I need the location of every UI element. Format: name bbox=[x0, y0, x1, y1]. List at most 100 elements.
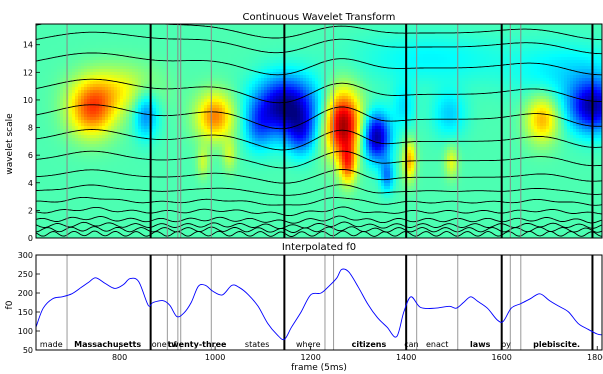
heatmap-cell bbox=[186, 204, 190, 208]
heatmap-cell bbox=[111, 216, 115, 220]
heatmap-cell bbox=[93, 90, 97, 94]
heatmap-cell bbox=[171, 201, 175, 205]
heatmap-cell bbox=[168, 39, 172, 43]
heatmap-cell bbox=[120, 36, 124, 40]
heatmap-cell bbox=[69, 42, 73, 46]
heatmap-cell bbox=[141, 51, 145, 55]
heatmap-cell bbox=[99, 135, 103, 139]
heatmap-cell bbox=[78, 159, 82, 163]
heatmap-cell bbox=[156, 111, 160, 115]
heatmap-cell bbox=[66, 201, 70, 205]
heatmap-cell bbox=[225, 216, 229, 220]
heatmap-cell bbox=[93, 108, 97, 112]
heatmap-cell bbox=[153, 90, 157, 94]
heatmap-cell bbox=[228, 54, 232, 58]
heatmap-cell bbox=[225, 153, 229, 157]
heatmap-cell bbox=[222, 165, 226, 169]
heatmap-cell bbox=[144, 207, 148, 211]
heatmap-cell bbox=[84, 135, 88, 139]
heatmap-cell bbox=[132, 150, 136, 154]
heatmap-cell bbox=[228, 159, 232, 163]
heatmap-cell bbox=[81, 219, 85, 223]
heatmap-cell bbox=[126, 42, 130, 46]
heatmap-cell bbox=[159, 123, 163, 127]
heatmap-cell bbox=[237, 120, 241, 124]
heatmap-cell bbox=[60, 66, 64, 70]
heatmap-cell bbox=[213, 141, 217, 145]
heatmap-cell bbox=[231, 120, 235, 124]
heatmap-cell bbox=[171, 138, 175, 142]
heatmap-cell bbox=[90, 150, 94, 154]
heatmap-cell bbox=[189, 78, 193, 82]
heatmap-cell bbox=[48, 225, 52, 229]
heatmap-cell bbox=[213, 27, 217, 31]
heatmap-cell bbox=[243, 42, 247, 46]
heatmap-cell bbox=[147, 177, 151, 181]
heatmap-cell bbox=[84, 54, 88, 58]
heatmap-cell bbox=[156, 213, 160, 217]
heatmap-cell bbox=[78, 24, 82, 28]
heatmap-cell bbox=[132, 36, 136, 40]
heatmap-cell bbox=[141, 162, 145, 166]
heatmap-cell bbox=[78, 177, 82, 181]
heatmap-cell bbox=[240, 51, 244, 55]
heatmap-cell bbox=[177, 120, 181, 124]
heatmap-cell bbox=[84, 90, 88, 94]
heatmap-cell bbox=[237, 75, 241, 79]
heatmap-cell bbox=[177, 219, 181, 223]
heatmap-cell bbox=[189, 105, 193, 109]
heatmap-cell bbox=[156, 165, 160, 169]
heatmap-cell bbox=[102, 213, 106, 217]
heatmap-cell bbox=[153, 198, 157, 202]
heatmap-cell bbox=[231, 225, 235, 229]
heatmap-cell bbox=[129, 147, 133, 151]
heatmap-cell bbox=[126, 99, 130, 103]
heatmap-cell bbox=[186, 120, 190, 124]
heatmap-cell bbox=[231, 183, 235, 187]
heatmap-cell bbox=[84, 192, 88, 196]
heatmap-cell bbox=[240, 78, 244, 82]
heatmap-cell bbox=[192, 198, 196, 202]
heatmap-cell bbox=[192, 183, 196, 187]
heatmap-cell bbox=[171, 207, 175, 211]
heatmap-cell bbox=[108, 24, 112, 28]
heatmap-cell bbox=[195, 156, 199, 160]
heatmap-cell bbox=[150, 42, 154, 46]
heatmap-cell bbox=[48, 42, 52, 46]
heatmap-cell bbox=[81, 24, 85, 28]
heatmap-cell bbox=[72, 144, 76, 148]
heatmap-cell bbox=[183, 51, 187, 55]
heatmap-cell bbox=[192, 84, 196, 88]
heatmap-cell bbox=[54, 231, 58, 235]
heatmap-cell bbox=[36, 222, 40, 226]
heatmap-cell bbox=[90, 87, 94, 91]
heatmap-cell bbox=[147, 96, 151, 100]
heatmap-cell bbox=[195, 192, 199, 196]
heatmap-cell bbox=[75, 120, 79, 124]
heatmap-cell bbox=[207, 102, 211, 106]
heatmap-cell bbox=[105, 87, 109, 91]
heatmap-cell bbox=[90, 231, 94, 235]
heatmap-cell bbox=[129, 123, 133, 127]
heatmap-cell bbox=[177, 153, 181, 157]
heatmap-cell bbox=[153, 210, 157, 214]
heatmap-cell bbox=[54, 72, 58, 76]
heatmap-cell bbox=[207, 105, 211, 109]
heatmap-cell bbox=[147, 171, 151, 175]
heatmap-cell bbox=[69, 144, 73, 148]
heatmap-cell bbox=[48, 78, 52, 82]
heatmap-cell bbox=[171, 198, 175, 202]
heatmap-cell bbox=[114, 93, 118, 97]
heatmap-cell bbox=[111, 54, 115, 58]
heatmap-cell bbox=[201, 153, 205, 157]
heatmap-cell bbox=[240, 114, 244, 118]
heatmap-cell bbox=[156, 192, 160, 196]
heatmap-cell bbox=[228, 132, 232, 136]
heatmap-cell bbox=[159, 120, 163, 124]
heatmap-cell bbox=[204, 87, 208, 91]
heatmap-cell bbox=[177, 198, 181, 202]
heatmap-cell bbox=[117, 33, 121, 37]
heatmap-cell bbox=[177, 222, 181, 226]
heatmap-cell bbox=[108, 159, 112, 163]
heatmap-cell bbox=[234, 39, 238, 43]
